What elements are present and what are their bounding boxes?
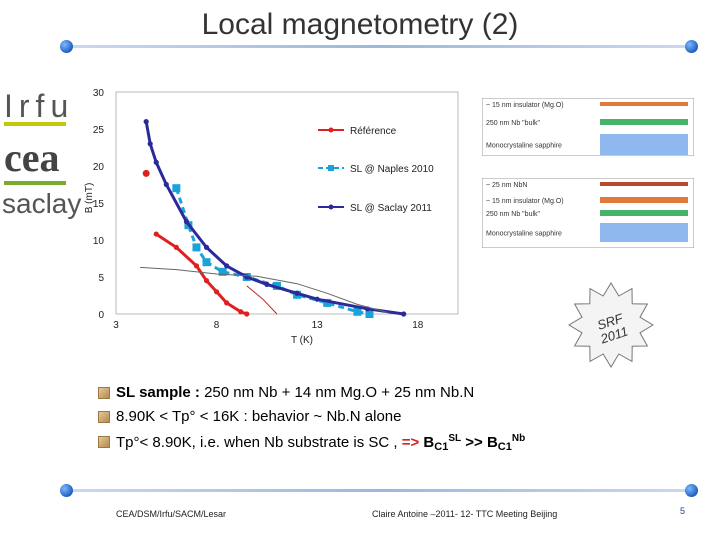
layer-band — [600, 134, 688, 155]
page-number: 5 — [680, 506, 686, 516]
series-point — [244, 311, 250, 317]
layer-band — [600, 223, 688, 242]
legend-marker — [328, 204, 334, 210]
series-point — [163, 181, 169, 188]
layer-diagram-top: ~ 15 nm insulator (Mg.O) 250 nm Nb "bulk"… — [482, 98, 694, 156]
outlier-point — [142, 169, 150, 177]
series-point — [147, 141, 153, 147]
divider-dot-icon — [60, 484, 73, 497]
series-point — [213, 289, 220, 295]
series-point — [264, 281, 270, 287]
bullet-marker-icon — [98, 411, 110, 423]
x-tick-label: 8 — [214, 320, 220, 331]
layer-label: ~ 15 nm insulator (Mg.O) — [486, 198, 564, 205]
chart-axes: 0 5 10 15 20 25 30 3 8 13 18 T (K) B (mT) — [84, 88, 459, 346]
layer-band — [600, 197, 688, 203]
layer-label: ~ 25 nm NbN — [486, 182, 527, 189]
logo-bar — [4, 122, 66, 126]
series-point — [353, 307, 362, 316]
x-tick-label: 13 — [312, 320, 324, 331]
series-line-4 — [246, 285, 278, 315]
logo-bar — [4, 181, 66, 185]
layer-label: Monocrystaline sapphire — [486, 143, 562, 150]
slide-title: Local magnetometry (2) — [201, 8, 519, 41]
y-tick-label: 5 — [98, 273, 104, 284]
x-axis-label: T (K) — [291, 335, 313, 346]
series-point — [238, 309, 244, 315]
series-point — [294, 290, 300, 296]
layer-band — [600, 182, 688, 186]
legend-label: SL @ Saclay 2011 — [350, 203, 432, 214]
series-point — [193, 263, 200, 269]
y-tick-label: 30 — [93, 88, 105, 99]
series-point — [153, 159, 159, 165]
series-point — [314, 296, 320, 302]
layer-band — [600, 119, 688, 125]
series-point — [224, 300, 230, 306]
series-point — [203, 278, 210, 284]
y-tick-label: 0 — [98, 310, 104, 321]
top-divider — [70, 45, 690, 48]
divider-dot-icon — [685, 484, 698, 497]
footer-author: Claire Antoine –2011- 12- TTC Meeting Be… — [372, 509, 558, 519]
chart-series — [140, 119, 407, 318]
bullet-1-text: 250 nm Nb + 14 nm Mg.O + 25 nm Nb.N — [199, 384, 475, 401]
bullet-marker-icon — [98, 436, 110, 448]
y-tick-label: 15 — [93, 199, 105, 210]
bullet-3-text: Tp°< 8.90K, i.e. when Nb substrate is SC… — [116, 434, 402, 451]
layer-label: Monocrystaline sapphire — [486, 231, 562, 238]
y-tick-label: 10 — [93, 236, 105, 247]
legend-marker — [328, 127, 334, 133]
divider-dot-icon — [685, 40, 698, 53]
series-point — [323, 298, 332, 307]
cea-logo: cea — [4, 135, 60, 180]
series-point — [143, 119, 149, 125]
layer-label: ~ 15 nm insulator (Mg.O) — [486, 102, 564, 109]
series-point — [218, 267, 227, 276]
series-line-3 — [140, 266, 388, 313]
series-point — [153, 231, 159, 237]
series-point — [365, 310, 374, 318]
magnetization-chart: 0 5 10 15 20 25 30 3 8 13 18 T (K) B (mT) Référence S… — [84, 88, 459, 346]
y-tick-label: 25 — [93, 125, 105, 136]
footer-lab: CEA/DSM/Irfu/SACM/Lesar — [116, 509, 227, 519]
series-point — [172, 184, 181, 193]
x-tick-label: 18 — [412, 320, 424, 331]
divider-dot-icon — [60, 40, 73, 53]
chart-legend: Référence SL @ Naples 2010 SL @ Saclay 201… — [318, 126, 434, 214]
irfu-logo: Irfu — [4, 88, 75, 124]
legend-marker — [328, 165, 334, 171]
legend-label: SL @ Naples 2010 — [350, 164, 434, 175]
series-point — [183, 218, 190, 225]
layer-label: 250 nm Nb "bulk" — [486, 120, 541, 127]
series-point — [203, 244, 210, 250]
saclay-logo: saclay — [2, 188, 82, 219]
series-point — [202, 258, 211, 267]
layer-band — [600, 102, 688, 106]
x-tick-label: 3 — [113, 320, 119, 331]
series-line-0 — [155, 232, 248, 316]
srf-2011-stamp: SRF 2011 — [568, 282, 654, 368]
layer-band — [600, 210, 688, 216]
layer-diagram-bottom: ~ 25 nm NbN ~ 15 nm insulator (Mg.O) 250 n… — [482, 178, 694, 248]
series-point — [401, 311, 407, 317]
bottom-divider — [70, 489, 690, 492]
legend-label: Référence — [350, 126, 397, 137]
bullet-1-bold: SL sample : — [116, 384, 200, 401]
bullet-3-arrow: => — [401, 434, 420, 451]
bullet-marker-icon — [98, 387, 110, 399]
layer-label: 250 nm Nb "bulk" — [486, 211, 541, 218]
y-axis-label: B (mT) — [84, 183, 95, 214]
bullet-2-text: 8.90K < Tp° < 16K : behavior ~ Nb.N alon… — [116, 408, 402, 425]
plot-frame — [115, 91, 459, 315]
y-tick-label: 20 — [93, 162, 105, 173]
series-point — [192, 243, 201, 252]
series-point — [173, 244, 179, 250]
series-point — [224, 263, 230, 269]
